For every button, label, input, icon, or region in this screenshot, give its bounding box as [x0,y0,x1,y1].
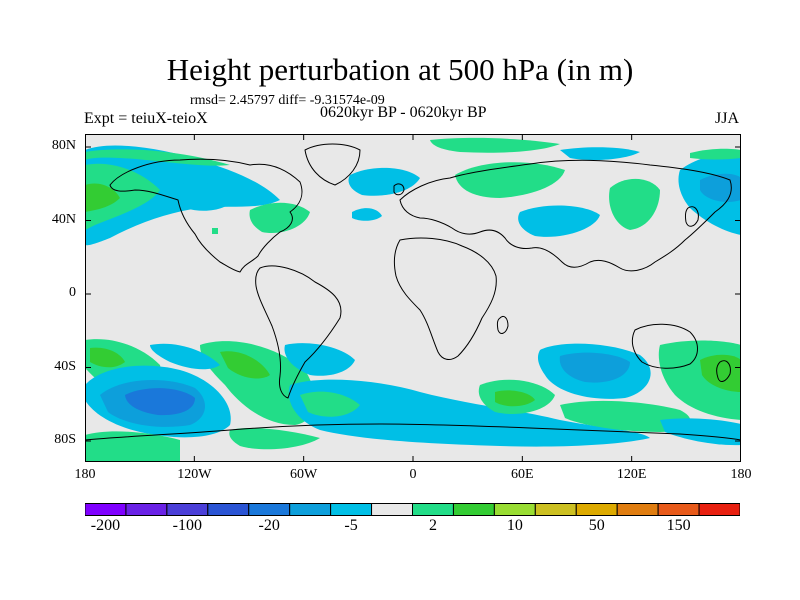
coastline-uk [393,183,405,196]
lat-tick-label: 40N [51,211,76,227]
anomaly-blob [288,379,650,447]
coastlines [85,143,741,441]
anomaly-blob [173,182,235,211]
colorbar-label: 2 [428,517,437,534]
colorbar-box [330,503,373,516]
lon-tick-label: 0 [409,467,417,482]
colorbar-box [125,503,168,516]
anomaly-blob [348,167,420,196]
anomaly-blob [700,354,741,392]
anomaly-blob [660,418,741,446]
colorbar [85,503,740,516]
coastline-madagascar [496,315,509,334]
anomaly-blob [85,183,120,212]
lon-tick-label: 60W [290,467,318,482]
experiment-label: Expt = teiuX-teioX [84,110,208,127]
colorbar-label: -100 [172,517,202,534]
colorbar-label: 50 [588,517,605,534]
anomaly-blob [300,391,360,417]
anomaly-blob [150,343,220,370]
colorbar-box [657,503,700,516]
coastline-europe-asia [399,159,732,272]
colorbar-label: -5 [344,517,358,534]
anomaly-blob [690,148,741,160]
colorbar-label: 10 [506,517,523,534]
colorbar-box [616,503,659,516]
colorbar-box [166,503,209,516]
colorbar-box [534,503,577,516]
colorbar-box [248,503,291,516]
colorbar-label: 150 [666,517,691,534]
coastline-antarctica [85,423,741,441]
coastline-africa [393,237,497,360]
map-ticks [85,134,741,462]
anomaly-blob [495,390,535,407]
colorbar-box [371,503,413,516]
colorbar-box [85,503,127,516]
anomaly-blob [85,431,180,462]
coastline-north-america [109,158,303,273]
plot-title: Height perturbation at 500 hPa (in m) [166,52,634,87]
contour-fields [85,137,741,462]
anomaly-blob [229,427,320,450]
coastline-new-zealand [716,360,731,382]
colorbar-box [575,503,618,516]
anomaly-blob [90,347,125,368]
anomaly-blob [518,205,600,237]
lat-tick-label: 80N [51,138,76,153]
coastline-australia [631,323,698,369]
colorbar-box [412,503,454,516]
anomaly-blob [85,149,230,166]
season-label: JJA [715,110,740,127]
lon-tick-label: 180 [730,467,752,482]
lat-tick-label: 0 [69,285,76,300]
period-label: 0620kyr BP - 0620kyr BP [320,104,487,121]
anomaly-blob [560,400,691,432]
anomaly-blob [220,351,270,379]
lon-tick-label: 180 [74,467,96,482]
lon-tick-label: 60E [511,467,534,482]
lat-tick-label: 40S [54,358,76,374]
colorbar-box [289,503,332,516]
coastline-south-america [255,265,342,399]
lon-tick-label: 120E [616,467,647,482]
map-panel [85,134,741,462]
lat-tick-label: 80S [54,432,76,447]
colorbar-box [207,503,250,516]
anomaly-blob [85,163,160,230]
colorbar-box [698,503,740,516]
anomaly-blob [352,208,382,221]
colorbar-box [493,503,536,516]
anomaly-blob [559,352,630,383]
colorbar-label: -20 [258,517,280,534]
anomaly-blob [249,202,310,234]
stats-text: rmsd= 2.45797 diff= -9.31574e-09 [190,93,385,108]
anomaly-blob [560,147,640,160]
anomaly-blob [609,178,660,230]
anomaly-blob [212,228,218,234]
lon-tick-label: 120W [177,467,212,482]
anomaly-blob [430,137,560,153]
coastline-greenland [304,143,361,186]
coastline-japan [684,206,699,227]
anomaly-blob [125,388,195,416]
colorbar-box [452,503,495,516]
colorbar-label: -200 [90,517,121,534]
